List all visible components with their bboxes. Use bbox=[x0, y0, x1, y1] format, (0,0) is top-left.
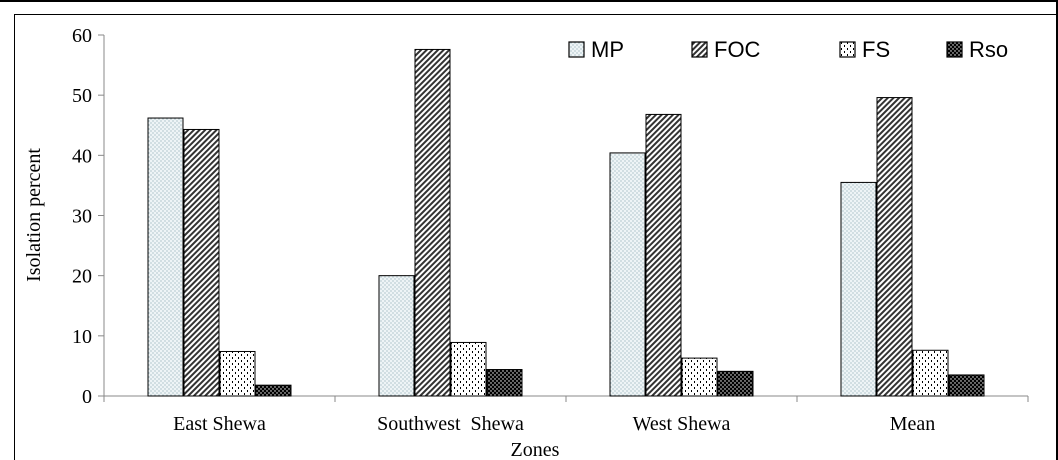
bar-rso bbox=[717, 370, 754, 397]
x-axis-title: Zones bbox=[511, 439, 560, 460]
legend: MP FOC FS Rso bbox=[568, 37, 1008, 62]
chart-area-frame bbox=[14, 14, 1058, 460]
y-tick-label: 40 bbox=[72, 145, 92, 167]
x-tick-label: West Shewa bbox=[633, 413, 731, 435]
bar-fs bbox=[219, 350, 256, 397]
y-tick-label: 20 bbox=[72, 266, 92, 288]
x-tick-label: Southwest Shewa bbox=[377, 413, 524, 435]
x-tick-label: Mean bbox=[890, 413, 936, 435]
bar-fs bbox=[681, 357, 718, 397]
legend-swatch-rso bbox=[946, 41, 963, 58]
bar-foc bbox=[645, 113, 682, 397]
legend-label-fs: FS bbox=[862, 37, 890, 62]
legend-swatch-mp bbox=[568, 41, 585, 58]
y-tick-label: 30 bbox=[72, 206, 92, 228]
legend-label-foc: FOC bbox=[714, 37, 761, 62]
y-tick-label: 0 bbox=[82, 386, 92, 408]
bar-mp bbox=[378, 275, 415, 397]
legend-swatch-foc bbox=[691, 41, 708, 58]
y-tick-label: 50 bbox=[72, 85, 92, 107]
bar-rso bbox=[486, 369, 523, 397]
y-axis-title: Isolation percent bbox=[23, 148, 45, 282]
bar-mp bbox=[840, 181, 877, 397]
bar-fs bbox=[912, 349, 949, 397]
bar-foc bbox=[876, 97, 913, 397]
bars bbox=[147, 48, 985, 397]
bar-rso bbox=[948, 374, 985, 397]
bar-rso bbox=[255, 384, 292, 397]
bar-mp bbox=[147, 117, 184, 397]
y-tick-label: 60 bbox=[72, 25, 92, 47]
x-tick-label: East Shewa bbox=[173, 413, 266, 435]
bar-fs bbox=[450, 341, 487, 397]
x-ticks: East Shewa Southwest Shewa West Shewa Mean bbox=[103, 396, 1029, 435]
y-tick-label: 10 bbox=[72, 326, 92, 348]
bar-foc bbox=[183, 128, 220, 397]
legend-swatch-fs bbox=[839, 41, 856, 58]
legend-label-mp: MP bbox=[591, 37, 624, 62]
bar-foc bbox=[414, 48, 451, 397]
bar-mp bbox=[609, 152, 646, 397]
legend-label-rso: Rso bbox=[969, 37, 1008, 62]
y-ticks: 0 10 20 30 40 50 60 bbox=[72, 25, 104, 408]
